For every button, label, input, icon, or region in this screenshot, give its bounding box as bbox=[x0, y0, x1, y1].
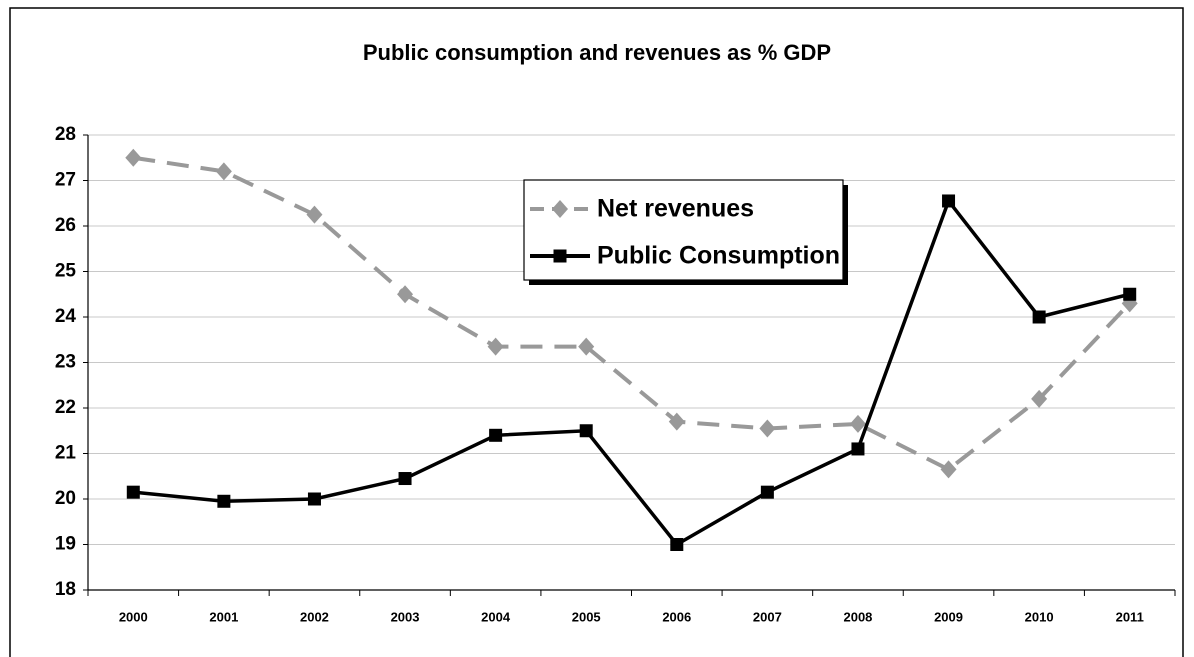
y-tick-label: 20 bbox=[55, 488, 76, 509]
chart-title: Public consumption and revenues as % GDP bbox=[363, 40, 831, 65]
y-tick-label: 19 bbox=[55, 534, 76, 555]
y-tick-label: 18 bbox=[55, 579, 76, 600]
data-point bbox=[579, 424, 593, 438]
data-point bbox=[126, 485, 140, 499]
data-point bbox=[307, 492, 321, 506]
data-point bbox=[942, 194, 956, 208]
x-tick-label: 2007 bbox=[753, 609, 782, 624]
data-point bbox=[759, 419, 776, 438]
data-point bbox=[670, 538, 684, 551]
series-line bbox=[132, 155, 1132, 472]
x-tick-label: 2000 bbox=[119, 609, 148, 624]
data-point bbox=[215, 162, 232, 181]
x-tick-label: 2009 bbox=[934, 609, 963, 624]
data-point bbox=[125, 148, 142, 167]
data-point bbox=[398, 472, 412, 486]
x-tick-label: 2002 bbox=[300, 609, 329, 624]
x-tick-label: 2011 bbox=[1116, 609, 1144, 624]
y-tick-label: 22 bbox=[55, 397, 76, 418]
x-tick-label: 2001 bbox=[209, 609, 238, 624]
data-point bbox=[397, 285, 414, 304]
x-tick-label: 2008 bbox=[843, 609, 872, 624]
legend-label: Public Consumption bbox=[597, 242, 840, 270]
data-point bbox=[849, 414, 866, 433]
legend-label: Net revenues bbox=[597, 195, 754, 223]
x-tick-label: 2010 bbox=[1025, 609, 1054, 624]
x-tick-label: 2006 bbox=[662, 609, 691, 624]
data-point bbox=[578, 337, 595, 356]
y-tick-label: 26 bbox=[55, 215, 76, 236]
data-point bbox=[1032, 310, 1046, 324]
legend-marker bbox=[552, 200, 568, 218]
legend-marker bbox=[553, 249, 567, 263]
data-point bbox=[760, 485, 774, 499]
data-point bbox=[306, 205, 323, 224]
x-tick-label: 2005 bbox=[572, 609, 601, 624]
y-tick-label: 21 bbox=[55, 443, 77, 464]
data-point bbox=[487, 337, 504, 356]
series-line bbox=[133, 197, 1131, 547]
data-point bbox=[217, 494, 231, 508]
x-tick-label: 2003 bbox=[391, 609, 420, 624]
y-tick-label: 28 bbox=[55, 124, 76, 145]
data-point bbox=[940, 460, 957, 479]
x-tick-label: 2004 bbox=[481, 609, 511, 624]
data-point bbox=[1123, 287, 1137, 301]
chart-frame bbox=[9, 7, 1184, 657]
y-tick-label: 27 bbox=[55, 170, 76, 191]
legend bbox=[523, 179, 844, 281]
y-tick-label: 25 bbox=[55, 261, 77, 282]
data-point bbox=[489, 428, 503, 442]
data-point bbox=[1031, 389, 1048, 408]
y-tick-label: 24 bbox=[55, 306, 77, 327]
y-tick-label: 23 bbox=[55, 352, 76, 373]
data-point bbox=[851, 442, 865, 456]
data-point bbox=[668, 412, 685, 431]
